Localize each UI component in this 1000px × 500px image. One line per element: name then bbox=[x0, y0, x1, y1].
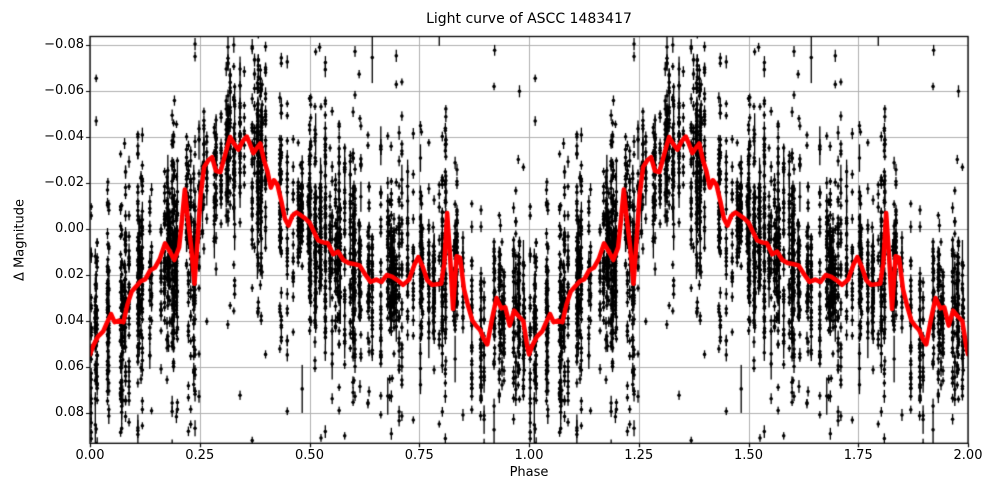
x-tick-label: 0.25 bbox=[185, 448, 215, 463]
x-tick-label: 1.00 bbox=[514, 448, 544, 463]
y-tick-label: 0.00 bbox=[55, 221, 84, 236]
y-tick-label: 0.04 bbox=[55, 313, 84, 328]
x-tick-label: 1.25 bbox=[624, 448, 654, 463]
x-tick-label: 0.00 bbox=[75, 448, 105, 463]
x-tick-label: 1.75 bbox=[843, 448, 873, 463]
y-tick-label: 0.08 bbox=[55, 405, 84, 420]
y-tick-label: −0.02 bbox=[44, 175, 84, 190]
y-tick-label: −0.04 bbox=[44, 129, 84, 144]
x-axis-label: Phase bbox=[509, 465, 549, 480]
x-tick-label: 2.00 bbox=[953, 448, 983, 463]
chart-title: Light curve of ASCC 1483417 bbox=[426, 11, 632, 27]
x-tick-label: 1.50 bbox=[734, 448, 763, 463]
y-tick-label: −0.06 bbox=[44, 83, 84, 98]
y-tick-label: 0.02 bbox=[55, 267, 84, 282]
y-tick-label: −0.08 bbox=[44, 37, 84, 52]
y-tick-label: 0.06 bbox=[55, 359, 84, 374]
x-tick-label: 0.75 bbox=[404, 448, 434, 463]
x-tick-label: 0.50 bbox=[295, 448, 324, 463]
